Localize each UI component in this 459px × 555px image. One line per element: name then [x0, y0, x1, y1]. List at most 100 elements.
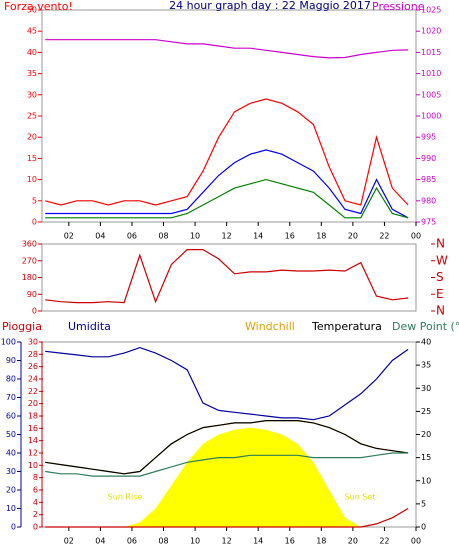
y-tick-label: 5	[32, 196, 37, 205]
y3-tick-label: 26	[28, 362, 38, 371]
y3-tick-label: 0	[33, 523, 38, 532]
y3-tick-label: 2	[33, 510, 38, 519]
series-line	[45, 178, 409, 219]
series-line	[45, 507, 409, 528]
x-tick-label: 04	[95, 232, 105, 241]
y-tick-label: 30	[27, 90, 37, 99]
y-tick-label: 10	[6, 504, 16, 513]
series-line	[45, 420, 409, 475]
y3-tick-label: 12	[28, 449, 38, 458]
x-tick-label: 10	[190, 232, 200, 241]
y-tick-label: 0	[11, 523, 16, 532]
x-tick-label: 20	[348, 537, 358, 546]
x-tick-label: 14	[253, 537, 263, 546]
x-tick-label: 00	[411, 232, 421, 241]
legend-label: Umidita	[68, 320, 111, 333]
series-line	[45, 452, 409, 477]
x-tick-label: 14	[253, 232, 263, 241]
y2-tick-label: 20	[421, 430, 431, 439]
legend-label: Dew Point (°C	[392, 320, 459, 333]
y2-tick-label: 990	[421, 154, 436, 163]
y-tick-label: 80	[6, 375, 16, 384]
x-tick-label: 06	[127, 537, 137, 546]
x-tick-label: 16	[285, 537, 295, 546]
y2-tick-label: N	[436, 237, 445, 251]
y-tick-label: 90	[27, 290, 37, 299]
x-tick-label: 02	[64, 232, 74, 241]
y2-tick-label: 5	[421, 499, 426, 508]
y-tick-label: 50	[6, 430, 16, 439]
y-tick-label: 0	[32, 307, 37, 316]
x-tick-label: 10	[190, 537, 200, 546]
x-tick-label: 18	[316, 232, 326, 241]
x-tick-label: 06	[127, 232, 137, 241]
legend-label: Pioggia	[2, 320, 42, 333]
x-tick-label: 04	[95, 537, 105, 546]
series-line	[45, 249, 409, 304]
y2-tick-label: E	[436, 287, 444, 301]
y2-tick-label: S	[436, 270, 444, 284]
y2-tick-label: 1025	[421, 6, 441, 15]
y3-tick-label: 30	[28, 338, 38, 347]
x-tick-label: 12	[222, 537, 232, 546]
y2-tick-label: N	[436, 304, 445, 318]
x-tick-label: 08	[158, 537, 168, 546]
y-tick-label: 0	[32, 218, 37, 227]
y2-tick-label: 1015	[421, 48, 441, 57]
y-tick-label: 20	[6, 486, 16, 495]
y2-tick-label: 35	[421, 361, 431, 370]
x-tick-label: 22	[379, 537, 389, 546]
x-tick-label: 16	[285, 232, 295, 241]
y-tick-label: 270	[22, 256, 37, 265]
y2-tick-label: 25	[421, 407, 431, 416]
y-tick-label: 35	[27, 69, 37, 78]
y3-tick-label: 20	[28, 399, 38, 408]
annotation: Sun Set	[345, 493, 376, 502]
y2-tick-label: 0	[421, 523, 426, 532]
y2-tick-label: 1010	[421, 69, 441, 78]
y3-tick-label: 10	[28, 461, 38, 470]
annotation: Sun Rise	[108, 493, 143, 502]
y-tick-label: 70	[6, 393, 16, 402]
y-axis-title: Forza vento!	[4, 0, 73, 13]
y2-tick-label: 1020	[421, 27, 441, 36]
y2-tick-label: 980	[421, 196, 436, 205]
y3-tick-label: 16	[28, 424, 38, 433]
y-tick-label: 10	[27, 175, 37, 184]
y2-tick-label: 10	[421, 476, 431, 485]
y2-tick-label: 1000	[421, 112, 441, 121]
y-tick-label: 180	[22, 273, 37, 282]
x-tick-label: 18	[316, 537, 326, 546]
y3-tick-label: 28	[28, 350, 38, 359]
series-line	[45, 346, 409, 421]
y2-tick-label: 40	[421, 338, 431, 347]
legend-label: Windchill	[245, 320, 295, 333]
x-tick-label: 12	[222, 232, 232, 241]
y-tick-label: 15	[27, 154, 37, 163]
y-tick-label: 20	[27, 133, 37, 142]
y2-tick-label: 30	[421, 384, 431, 393]
y2-tick-label: 985	[421, 175, 436, 184]
y3-tick-label: 6	[33, 486, 38, 495]
y2-tick-label: 975	[421, 218, 436, 227]
y-tick-label: 40	[27, 48, 37, 57]
y-tick-label: 50	[27, 6, 37, 15]
x-tick-label: 02	[64, 537, 74, 546]
y2-tick-label: W	[436, 253, 448, 267]
y3-tick-label: 8	[33, 473, 38, 482]
y-tick-label: 90	[6, 356, 16, 365]
y-tick-label: 360	[22, 240, 37, 249]
legend-label: Temperatura	[311, 320, 382, 333]
y3-tick-label: 24	[28, 375, 38, 384]
y3-tick-label: 22	[28, 387, 38, 396]
x-tick-label: 00	[411, 537, 421, 546]
y3-tick-label: 18	[28, 412, 38, 421]
x-tick-label: 20	[348, 232, 358, 241]
y-tick-label: 100	[1, 338, 16, 347]
y3-tick-label: 4	[33, 498, 38, 507]
chart-title: 24 hour graph day : 22 Maggio 2017	[169, 0, 371, 12]
y2-tick-label: 15	[421, 453, 431, 462]
y2-tick-label: 1005	[421, 90, 441, 99]
series-line	[45, 39, 409, 59]
